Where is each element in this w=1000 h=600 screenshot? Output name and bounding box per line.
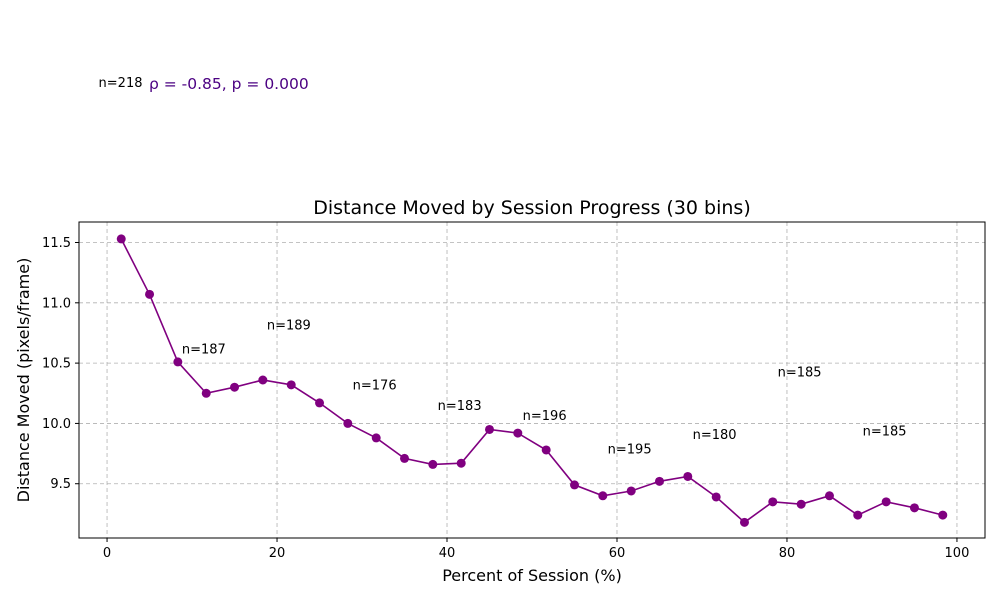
sample-count-label: n=195 [608,443,652,458]
data-point [315,398,325,408]
chart-title: Distance Moved by Session Progress (30 b… [313,197,751,219]
grid-layer [79,222,985,538]
data-point [485,424,495,434]
sample-count-label: n=185 [778,365,822,380]
data-point [258,375,268,385]
data-point [938,510,948,520]
data-point [598,491,608,501]
data-point [116,234,126,244]
data-point [286,380,296,390]
x-axis-title: Percent of Session (%) [442,566,622,585]
data-point [173,357,183,367]
plot-frame [78,221,986,539]
data-point [230,382,240,392]
data-point [201,388,211,398]
y-tick-label: 9.5 [50,477,71,492]
data-point [569,480,579,490]
x-tick-label: 0 [103,546,111,561]
data-point [796,499,806,509]
data-point [343,418,353,428]
data-point [428,459,438,469]
annotation-layer: n=218 n=187 n=189 n=176 n=183 n=196 n=195 n=180… [99,76,907,458]
data-point [145,289,155,299]
y-axis-title: Distance Moved (pixels/frame) [14,258,33,503]
x-tick-label: 100 [945,546,970,561]
data-point [371,433,381,443]
x-tick-label: 80 [779,546,796,561]
sample-count-label: n=196 [523,409,567,424]
data-point [881,497,891,507]
data-point [626,486,636,496]
tick-layer: 0 20 40 60 80 100 9.5 10.0 10.5 11.0 11.5 [42,236,969,561]
data-point [400,453,410,463]
y-tick-label: 10.0 [42,417,71,432]
x-tick-label: 60 [609,546,626,561]
data-point [909,503,919,513]
data-point [513,428,523,438]
sample-count-label: n=176 [353,379,397,394]
data-point [824,491,834,501]
data-points-layer [116,234,948,527]
sample-count-label: n=185 [863,424,907,439]
sample-count-label: n=183 [438,399,482,414]
sample-count-label: n=218 [99,76,143,91]
sample-count-label: n=189 [267,318,311,333]
data-point [541,445,551,455]
y-tick-label: 11.0 [42,296,71,311]
y-tick-label: 10.5 [42,357,71,372]
data-point [853,510,863,520]
x-tick-label: 20 [269,546,286,561]
sample-count-label: n=187 [182,342,226,357]
x-tick-label: 40 [439,546,456,561]
correlation-stat: ρ = -0.85, p = 0.000 [149,75,309,93]
data-point [683,471,693,481]
sample-count-label: n=180 [693,428,737,443]
data-point [654,476,664,486]
data-point [456,458,466,468]
data-point [711,492,721,502]
series-line [120,238,943,524]
data-point [768,497,778,507]
series-line-layer [120,238,943,524]
y-tick-label: 11.5 [42,236,71,251]
data-point [739,517,749,527]
